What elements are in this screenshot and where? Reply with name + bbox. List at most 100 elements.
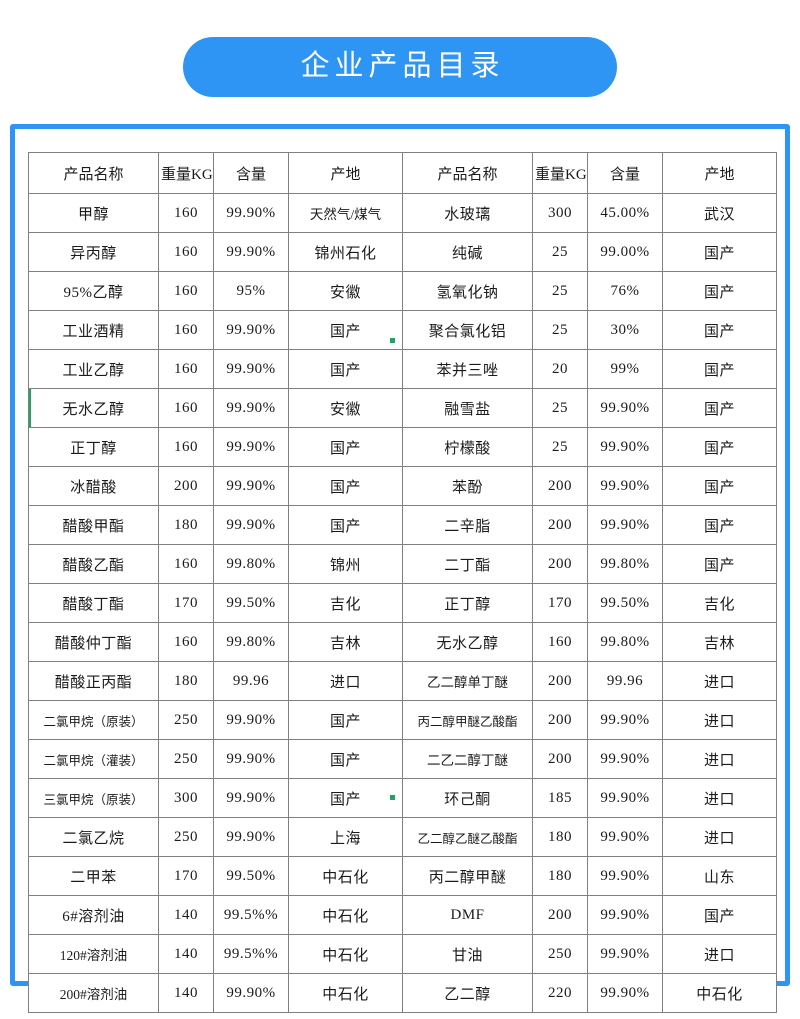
cell-purity-right[interactable]: 99.90%: [587, 388, 663, 428]
cell-purity-right[interactable]: 99%: [587, 349, 663, 389]
cell-weight-right[interactable]: 25: [532, 427, 588, 467]
cell-purity-left[interactable]: 99.90%: [213, 973, 289, 1013]
cell-product-name-left[interactable]: 三氯甲烷（原装）: [28, 778, 159, 818]
cell-product-name-left[interactable]: 无水乙醇: [28, 388, 159, 428]
cell-product-name-right[interactable]: 融雪盐: [402, 388, 533, 428]
cell-origin-right[interactable]: 武汉: [662, 193, 777, 233]
cell-product-name-left[interactable]: 二氯甲烷（原装）: [28, 700, 159, 740]
cell-weight-right[interactable]: 200: [532, 700, 588, 740]
cell-origin-right[interactable]: 进口: [662, 817, 777, 857]
cell-purity-left[interactable]: 99.90%: [213, 349, 289, 389]
cell-weight-left[interactable]: 250: [158, 739, 214, 779]
cell-product-name-left[interactable]: 正丁醇: [28, 427, 159, 467]
cell-product-name-right[interactable]: 丙二醇甲醚: [402, 856, 533, 896]
table-row[interactable]: 醋酸乙酯 160 99.80% 锦州 二丁酯 200 99.80% 国产: [28, 544, 777, 584]
cell-product-name-right[interactable]: 正丁醇: [402, 583, 533, 623]
cell-purity-right[interactable]: 99.90%: [587, 466, 663, 506]
cell-product-name-right[interactable]: 丙二醇甲醚乙酸酯: [402, 700, 533, 740]
cell-weight-left[interactable]: 160: [158, 544, 214, 584]
cell-weight-right[interactable]: 25: [532, 388, 588, 428]
cell-weight-right[interactable]: 160: [532, 622, 588, 662]
cell-product-name-left[interactable]: 醋酸甲酯: [28, 505, 159, 545]
cell-origin-left[interactable]: 吉林: [288, 622, 403, 662]
cell-weight-left[interactable]: 160: [158, 271, 214, 311]
cell-origin-left[interactable]: 锦州: [288, 544, 403, 584]
cell-purity-right[interactable]: 99.96: [587, 661, 663, 701]
cell-origin-left[interactable]: 天然气/煤气: [288, 193, 403, 233]
table-row[interactable]: 工业酒精 160 99.90% 国产 聚合氯化铝 25 30% 国产: [28, 310, 777, 350]
cell-origin-right[interactable]: 吉林: [662, 622, 777, 662]
cell-origin-right[interactable]: 国产: [662, 505, 777, 545]
cell-weight-left[interactable]: 180: [158, 661, 214, 701]
cell-product-name-right[interactable]: 二辛脂: [402, 505, 533, 545]
cell-weight-right[interactable]: 170: [532, 583, 588, 623]
cell-weight-left[interactable]: 250: [158, 700, 214, 740]
cell-purity-right[interactable]: 99.90%: [587, 700, 663, 740]
cell-weight-left[interactable]: 160: [158, 427, 214, 467]
cell-origin-right[interactable]: 进口: [662, 739, 777, 779]
cell-origin-left[interactable]: 国产: [288, 739, 403, 779]
cell-purity-right[interactable]: 76%: [587, 271, 663, 311]
cell-purity-left[interactable]: 99.90%: [213, 778, 289, 818]
table-row[interactable]: 工业乙醇 160 99.90% 国产 苯并三唑 20 99% 国产: [28, 349, 777, 389]
table-row[interactable]: 二氯甲烷（原装） 250 99.90% 国产 丙二醇甲醚乙酸酯 200 99.90% 进口: [28, 700, 777, 740]
cell-weight-right[interactable]: 200: [532, 661, 588, 701]
table-row[interactable]: 异丙醇 160 99.90% 锦州石化 纯碱 25 99.00% 国产: [28, 232, 777, 272]
cell-origin-left[interactable]: 国产: [288, 310, 403, 350]
cell-weight-right[interactable]: 200: [532, 466, 588, 506]
table-row[interactable]: 二氯乙烷 250 99.90% 上海 乙二醇乙醚乙酸酯 180 99.90% 进口: [28, 817, 777, 857]
cell-weight-left[interactable]: 160: [158, 349, 214, 389]
cell-product-name-right[interactable]: 乙二醇乙醚乙酸酯: [402, 817, 533, 857]
cell-origin-right[interactable]: 进口: [662, 778, 777, 818]
cell-product-name-right[interactable]: 二乙二醇丁醚: [402, 739, 533, 779]
cell-weight-right[interactable]: 185: [532, 778, 588, 818]
cell-weight-right[interactable]: 25: [532, 310, 588, 350]
cell-product-name-right[interactable]: 柠檬酸: [402, 427, 533, 467]
cell-purity-right[interactable]: 99.90%: [587, 934, 663, 974]
cell-origin-left[interactable]: 中石化: [288, 895, 403, 935]
cell-product-name-left[interactable]: 冰醋酸: [28, 466, 159, 506]
cell-origin-left[interactable]: 中石化: [288, 934, 403, 974]
cell-origin-left[interactable]: 国产: [288, 427, 403, 467]
cell-product-name-right[interactable]: 无水乙醇: [402, 622, 533, 662]
cell-weight-right[interactable]: 180: [532, 817, 588, 857]
cell-product-name-left[interactable]: 200#溶剂油: [28, 973, 159, 1013]
cell-product-name-right[interactable]: DMF: [402, 895, 533, 935]
cell-purity-right[interactable]: 99.80%: [587, 544, 663, 584]
cell-origin-left[interactable]: 进口: [288, 661, 403, 701]
cell-origin-right[interactable]: 国产: [662, 427, 777, 467]
cell-product-name-right[interactable]: 水玻璃: [402, 193, 533, 233]
cell-purity-left[interactable]: 99.90%: [213, 427, 289, 467]
cell-weight-left[interactable]: 160: [158, 310, 214, 350]
product-catalog-table[interactable]: 产品名称 重量KG 含量 产地 产品名称 重量KG 含量 产地 甲醇 160 99.…: [28, 152, 777, 1013]
cell-origin-left[interactable]: 国产: [288, 700, 403, 740]
cell-product-name-right[interactable]: 氢氧化钠: [402, 271, 533, 311]
cell-weight-left[interactable]: 250: [158, 817, 214, 857]
cell-origin-right[interactable]: 国产: [662, 544, 777, 584]
cell-weight-right[interactable]: 200: [532, 505, 588, 545]
cell-purity-left[interactable]: 99.50%: [213, 583, 289, 623]
cell-product-name-right[interactable]: 纯碱: [402, 232, 533, 272]
cell-origin-left[interactable]: 国产: [288, 505, 403, 545]
cell-origin-left[interactable]: 中石化: [288, 856, 403, 896]
cell-weight-left[interactable]: 140: [158, 934, 214, 974]
cell-origin-left[interactable]: 安徽: [288, 388, 403, 428]
cell-weight-left[interactable]: 180: [158, 505, 214, 545]
cell-product-name-left[interactable]: 二甲苯: [28, 856, 159, 896]
cell-origin-right[interactable]: 国产: [662, 466, 777, 506]
cell-weight-left[interactable]: 170: [158, 856, 214, 896]
cell-weight-right[interactable]: 25: [532, 232, 588, 272]
cell-purity-right[interactable]: 99.90%: [587, 895, 663, 935]
cell-weight-right[interactable]: 180: [532, 856, 588, 896]
cell-origin-right[interactable]: 进口: [662, 700, 777, 740]
cell-weight-left[interactable]: 140: [158, 973, 214, 1013]
cell-purity-right[interactable]: 99.90%: [587, 856, 663, 896]
cell-origin-left[interactable]: 中石化: [288, 973, 403, 1013]
cell-purity-left[interactable]: 99.50%: [213, 856, 289, 896]
cell-weight-right[interactable]: 25: [532, 271, 588, 311]
cell-product-name-left[interactable]: 二氯乙烷: [28, 817, 159, 857]
cell-origin-left[interactable]: 安徽: [288, 271, 403, 311]
cell-weight-left[interactable]: 300: [158, 778, 214, 818]
cell-purity-right[interactable]: 99.90%: [587, 739, 663, 779]
cell-product-name-left[interactable]: 工业乙醇: [28, 349, 159, 389]
